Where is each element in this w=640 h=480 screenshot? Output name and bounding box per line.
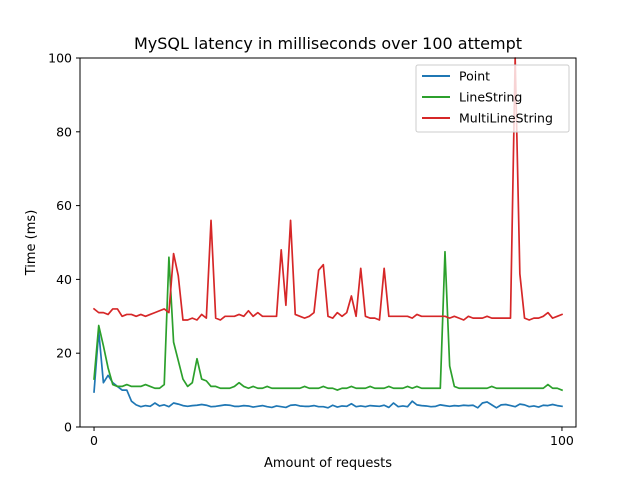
series-lines — [92, 57, 564, 409]
x-tick-label: 0 — [90, 433, 98, 448]
y-tick-label: 60 — [56, 198, 72, 213]
y-axis-label: Time (ms) — [24, 210, 39, 277]
chart-title: MySQL latency in milliseconds over 100 a… — [134, 34, 522, 53]
series-line-multilinestring — [92, 57, 564, 321]
legend-label-linestring: LineString — [459, 90, 522, 105]
plot-frame — [79, 57, 577, 428]
y-tick-label: 80 — [56, 124, 72, 139]
x-axis-ticks: 0 100 — [90, 427, 574, 448]
legend-box — [415, 64, 570, 133]
x-axis-label: Amount of requests — [264, 456, 392, 471]
series-line-point — [93, 330, 563, 409]
legend: Point LineString MultiLineString — [415, 64, 570, 133]
y-tick-label: 40 — [56, 272, 72, 287]
series-line-linestring — [93, 250, 564, 392]
y-axis-ticks: 0 20 40 60 80 100 — [48, 51, 80, 435]
y-tick-label: 20 — [56, 346, 72, 361]
x-tick-label: 100 — [550, 433, 574, 448]
legend-label-multilinestring: MultiLineString — [459, 111, 553, 126]
legend-label-point: Point — [459, 69, 490, 84]
y-tick-label: 0 — [64, 420, 72, 435]
y-tick-label: 100 — [48, 51, 72, 66]
